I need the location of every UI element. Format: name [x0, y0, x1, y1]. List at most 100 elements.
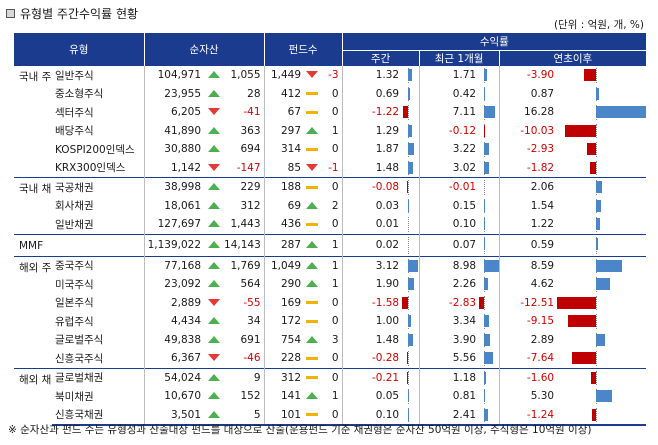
week-return-bar [407, 87, 410, 100]
footnote: ※ 순자산과 펀드 수는 유형성과 산출대상 펀드를 대상으로 산출(운용펀드 … [8, 424, 592, 436]
ytd-bar-axis [595, 68, 597, 83]
down-triangle-icon [208, 108, 221, 116]
month-return: 1.71 [418, 66, 480, 85]
fund-count: 69 [263, 196, 305, 215]
ytd-return: 1.54 [498, 196, 558, 215]
ytd-return: -2.93 [498, 140, 558, 159]
funds-direction [304, 275, 320, 294]
fund-type: KOSPI200인덱스 [55, 143, 135, 156]
month-bar-cell [479, 178, 499, 197]
funds-direction [304, 349, 320, 368]
funds-change: 0 [331, 352, 339, 365]
ytd-return-bar [583, 69, 596, 81]
aum-change: 152 [240, 390, 261, 403]
month-bar-cell [479, 66, 499, 85]
fund-count: 290 [263, 275, 305, 294]
funds-change: 0 [331, 296, 339, 309]
table-row: MMF 1,139,022 14,143 287 1 0.02 0.07 0.59 [14, 234, 647, 256]
ytd-return-bar [590, 161, 596, 174]
week-bar-axis [407, 351, 409, 366]
month-return: -0.12 [418, 121, 480, 140]
aum-value: 1,142 [143, 158, 205, 178]
table-row: 일반채권 127,697 1,443 436 0 0.01 0.10 1.22 [14, 215, 646, 234]
ytd-return-bar [572, 352, 596, 364]
funds-change: 0 [331, 371, 339, 384]
ytd-return: -1.82 [498, 158, 558, 178]
flat-dash-icon [306, 110, 319, 114]
fund-type: 중국주식 [55, 260, 94, 273]
month-return-bar [483, 69, 487, 81]
month-bar-cell [479, 368, 499, 387]
category-label: 해외 주식 [19, 261, 52, 274]
week-bar-cell [402, 178, 419, 197]
fund-type: 신흥국채권 [52, 405, 145, 426]
aum-change: 34 [247, 315, 261, 328]
ytd-return-bar [595, 106, 647, 118]
week-bar-cell [402, 122, 419, 141]
up-triangle-icon [208, 261, 221, 269]
ytd-bar-cell [557, 197, 646, 216]
aum-change: 1,443 [230, 218, 261, 231]
up-triangle-icon [208, 317, 221, 325]
week-bar-cell [402, 312, 419, 331]
funds-change: 0 [331, 143, 339, 156]
funds-direction [304, 197, 320, 216]
ytd-return-bar [595, 218, 600, 230]
fund-count: 101 [263, 405, 305, 426]
aum-change: 691 [240, 333, 261, 346]
ytd-bar-cell [557, 294, 646, 313]
fund-type: 회사채권 [55, 200, 94, 213]
week-bar-axis [407, 180, 409, 195]
week-bar-cell [402, 368, 419, 387]
ytd-return-bar [595, 181, 603, 193]
ytd-bar-axis [595, 142, 597, 157]
flat-dash-icon [306, 222, 319, 226]
aum-value: 23,955 [143, 84, 205, 103]
fund-count: 172 [263, 312, 305, 331]
aum-value: 6,367 [143, 349, 205, 368]
ytd-return-bar [595, 87, 599, 100]
funds-change: -3 [328, 69, 339, 82]
aum-direction [204, 140, 224, 159]
aum-direction [204, 349, 224, 368]
down-triangle-icon [306, 71, 319, 79]
funds-change: 2 [331, 199, 339, 212]
funds-direction [304, 294, 320, 313]
month-bar-axis [483, 236, 485, 254]
ytd-bar-cell [557, 312, 646, 331]
week-bar-cell [402, 387, 419, 406]
month-return: 3.02 [418, 158, 480, 178]
aum-value: 10,670 [143, 387, 205, 406]
table-row: KRX300인덱스 1,142 -147 85 -1 1.48 3.02 -1.82 [14, 158, 646, 178]
month-bar-cell [479, 215, 499, 234]
ytd-bar-axis [595, 407, 597, 422]
fund-count: 436 [263, 215, 305, 234]
table-row: 중소형주식 23,955 28 412 0 0.69 0.42 0.87 [14, 84, 646, 104]
month-return: 3.22 [418, 140, 480, 159]
ytd-return: 2.89 [498, 330, 558, 349]
funds-direction [304, 122, 320, 141]
aum-value: 77,168 [143, 256, 205, 275]
month-return-bar [479, 296, 484, 309]
week-return: 0.69 [341, 84, 403, 103]
aum-direction [204, 197, 224, 216]
month-return: -2.83 [418, 293, 480, 312]
fund-count: 1,049 [263, 256, 305, 275]
up-triangle-icon [208, 71, 221, 79]
ytd-bar-axis [595, 370, 597, 385]
ytd-bar-cell [557, 85, 646, 104]
aum-direction [204, 159, 224, 178]
table-row: 일본주식 2,889 -55 169 0 -1.58 -2.83 -12.51 [14, 293, 646, 313]
week-bar-cell [402, 405, 420, 426]
ytd-return-bar [595, 237, 598, 250]
month-return: 1.18 [418, 368, 480, 387]
table-row: 회사채권 18,061 312 69 2 0.03 0.15 1.54 [14, 196, 646, 216]
week-return: 0.03 [341, 196, 403, 215]
ytd-bar-axis [595, 314, 597, 329]
up-triangle-icon [306, 126, 319, 134]
up-triangle-icon [208, 220, 221, 228]
ytd-bar-cell [557, 275, 646, 294]
table-row: 미국주식 23,092 564 290 1 1.90 2.26 4.62 [14, 275, 646, 294]
aum-change: -147 [236, 161, 261, 174]
